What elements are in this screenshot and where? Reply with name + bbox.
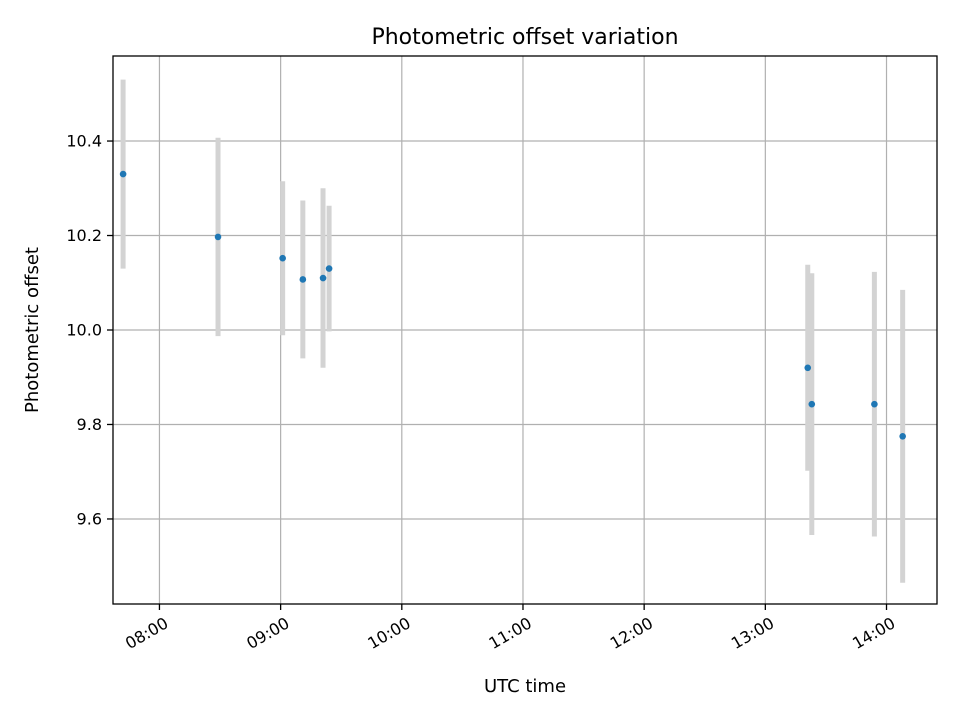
y-tick-label: 10.4 xyxy=(66,132,102,151)
grid xyxy=(113,56,937,604)
x-tick-label: 10:00 xyxy=(364,613,413,653)
data-point xyxy=(299,276,307,283)
data-point xyxy=(214,233,222,241)
axis-ticks: 08:00 09:00 10:00 11:00 12:00 13:00 14:00 9.6 9.… xyxy=(66,132,898,653)
data-point xyxy=(325,265,333,272)
x-tick-label: 12:00 xyxy=(607,613,656,653)
chart-title: Photometric offset variation xyxy=(371,25,678,50)
y-tick-label: 9.8 xyxy=(77,415,102,434)
error-bars xyxy=(120,79,906,583)
y-tick-label: 10.2 xyxy=(66,226,102,245)
data-point xyxy=(279,254,286,262)
x-tick-label: 08:00 xyxy=(122,613,171,653)
y-tick-label: 10.0 xyxy=(66,321,102,340)
y-tick-label: 9.6 xyxy=(77,509,102,528)
data-point xyxy=(899,432,906,440)
data-point xyxy=(871,400,878,408)
x-tick-label: 14:00 xyxy=(849,613,898,653)
data-point xyxy=(119,170,127,178)
data-points xyxy=(119,170,906,440)
x-tick-label: 11:00 xyxy=(486,613,535,653)
data-point xyxy=(804,364,812,372)
data-point xyxy=(808,400,816,408)
data-point xyxy=(319,274,327,282)
y-axis-label: Photometric offset xyxy=(22,247,43,413)
x-tick-label: 13:00 xyxy=(728,613,777,653)
x-axis-label: UTC time xyxy=(484,676,566,697)
x-tick-label: 09:00 xyxy=(243,613,292,653)
